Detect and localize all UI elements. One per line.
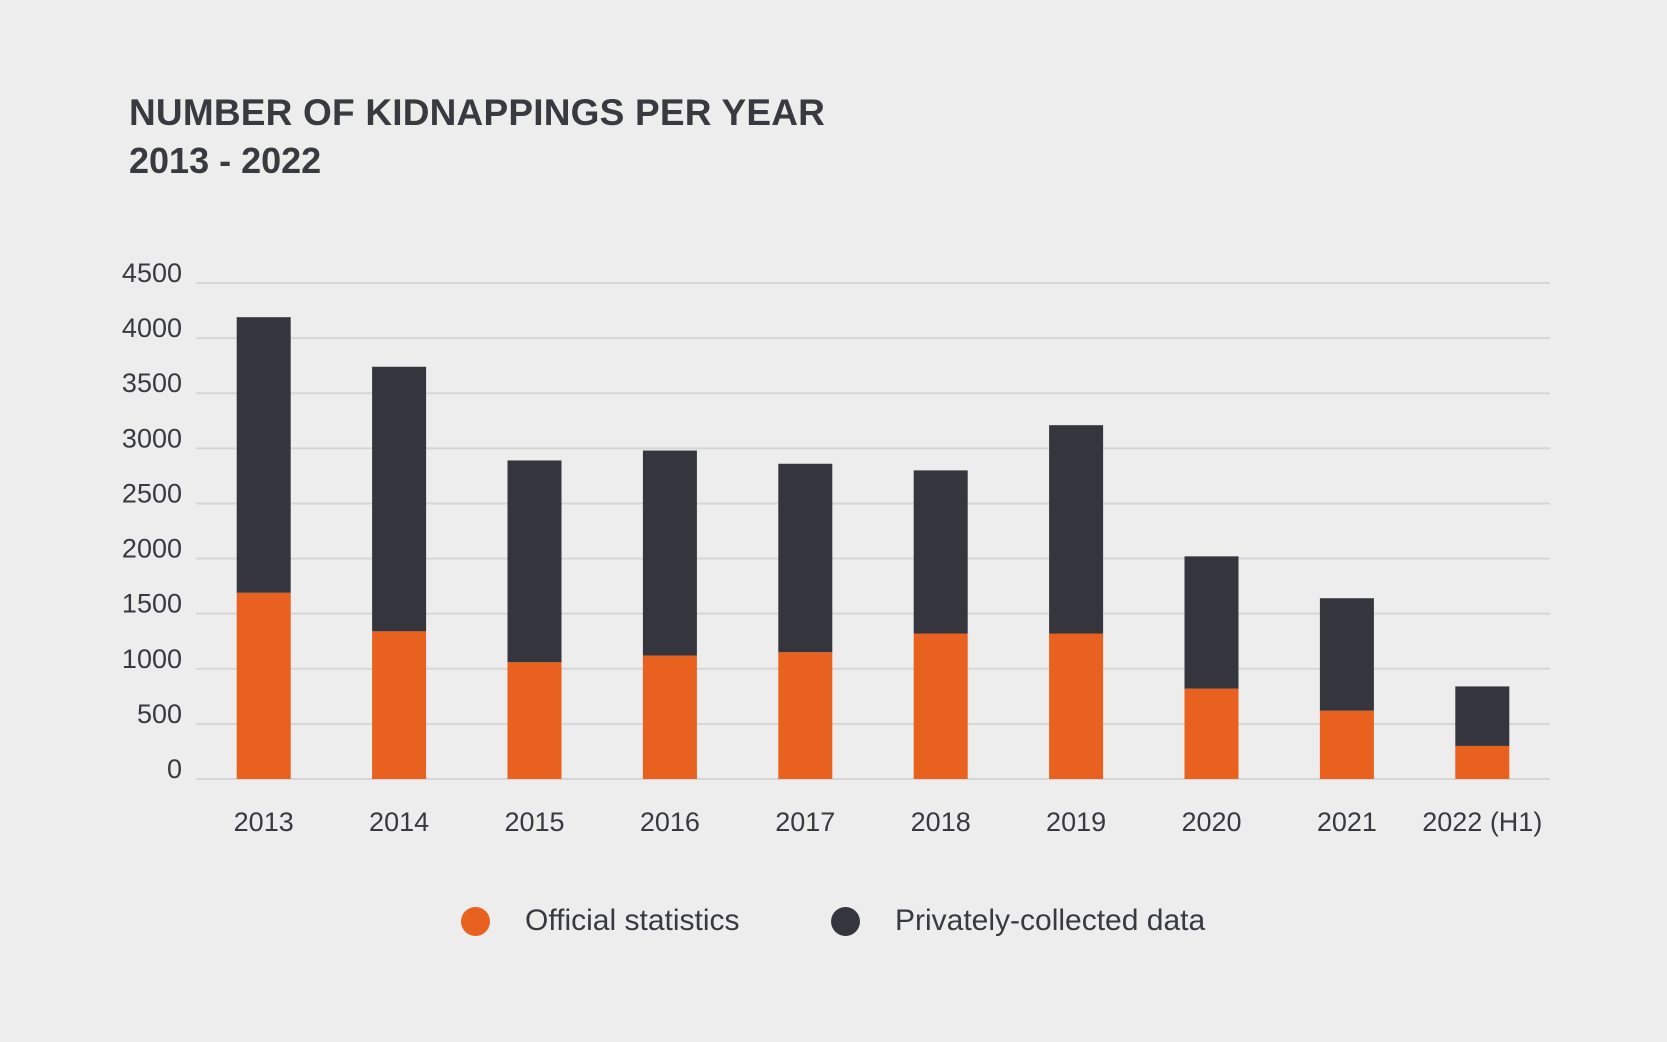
legend-item-private: Privately-collected data <box>831 896 1205 946</box>
y-tick-label: 1500 <box>122 589 182 619</box>
bar-official <box>778 652 833 779</box>
legend: Official statistics Privately-collected … <box>0 896 1667 946</box>
bar-official <box>507 662 562 779</box>
bar-private <box>236 317 291 593</box>
legend-item-official: Official statistics <box>461 896 740 946</box>
chart-subtitle: 2013 - 2022 <box>129 140 322 181</box>
y-tick-label: 0 <box>167 754 182 784</box>
x-tick-label: 2014 <box>369 807 429 837</box>
bar-private <box>507 460 562 663</box>
bar-official <box>1049 633 1104 779</box>
x-tick-label: 2022 (H1) <box>1422 807 1542 837</box>
bar-official <box>372 631 427 779</box>
bar-official <box>642 655 697 779</box>
legend-swatch-private <box>831 906 860 936</box>
x-tick-label: 2017 <box>775 807 835 837</box>
legend-label-private: Privately-collected data <box>895 904 1206 937</box>
y-tick-label: 500 <box>137 699 182 729</box>
x-tick-label: 2019 <box>1046 807 1106 837</box>
bar-official <box>1184 688 1239 779</box>
bars <box>236 317 1510 779</box>
y-tick-label: 2500 <box>122 478 182 508</box>
legend-swatch-official <box>461 906 490 936</box>
stacked-bar-chart: 0 500 1000 1500 2000 2500 3000 3500 4000 4500 201… <box>122 258 1550 837</box>
legend-label-official: Official statistics <box>525 904 740 937</box>
bar-private <box>1184 556 1239 689</box>
chart-title: NUMBER OF KIDNAPPINGS PER YEAR <box>129 92 826 133</box>
x-tick-label: 2021 <box>1317 807 1377 837</box>
y-tick-label: 4000 <box>122 313 182 343</box>
bar-private <box>1049 425 1104 634</box>
bar-official <box>1319 710 1374 779</box>
x-tick-label: 2013 <box>234 807 294 837</box>
y-tick-label: 1000 <box>122 644 182 674</box>
x-axis: 2013 2014 2015 2016 2017 2018 2019 2020 2021 2022… <box>234 807 1543 837</box>
bar-private <box>1319 598 1374 711</box>
bar-private <box>642 450 697 656</box>
y-axis: 0 500 1000 1500 2000 2500 3000 3500 4000 4500 <box>122 258 182 784</box>
bar-official <box>913 633 968 779</box>
y-tick-label: 3500 <box>122 368 182 398</box>
y-tick-label: 3000 <box>122 423 182 453</box>
x-tick-label: 2016 <box>640 807 700 837</box>
bar-private <box>778 463 833 653</box>
bar-official <box>236 592 291 779</box>
bar-private <box>1455 686 1510 746</box>
y-tick-label: 4500 <box>122 258 182 288</box>
y-tick-label: 2000 <box>122 534 182 564</box>
bar-private <box>372 366 427 632</box>
bar-official <box>1455 745 1510 779</box>
x-tick-label: 2018 <box>911 807 971 837</box>
x-tick-label: 2020 <box>1181 807 1241 837</box>
bar-private <box>913 470 968 634</box>
x-tick-label: 2015 <box>504 807 564 837</box>
